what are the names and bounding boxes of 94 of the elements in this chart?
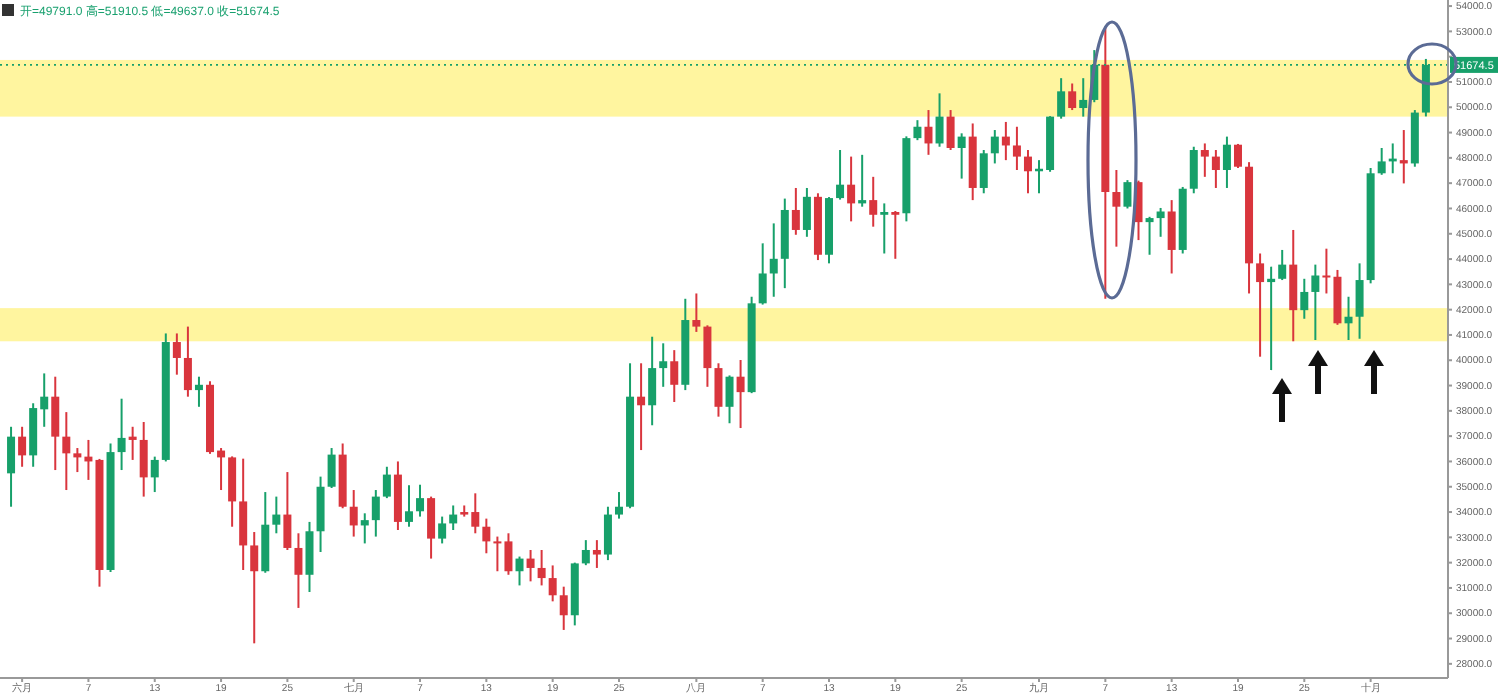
candlestick bbox=[1145, 215, 1154, 256]
candlestick bbox=[637, 362, 646, 452]
candlestick bbox=[913, 119, 922, 142]
candlestick bbox=[758, 242, 767, 306]
candlestick bbox=[1023, 149, 1032, 195]
candlestick bbox=[294, 532, 303, 609]
candlestick bbox=[261, 491, 270, 574]
candlestick bbox=[1289, 228, 1298, 343]
candlestick bbox=[327, 447, 336, 490]
candlestick bbox=[946, 109, 955, 152]
candlestick bbox=[250, 531, 259, 645]
candlestick bbox=[725, 374, 734, 425]
candlestick bbox=[769, 222, 778, 298]
candlestick bbox=[1278, 248, 1287, 282]
candlestick bbox=[736, 359, 745, 430]
candlestick bbox=[73, 447, 82, 474]
candlestick bbox=[1256, 252, 1265, 358]
candlestick bbox=[1377, 147, 1386, 176]
candlestick bbox=[847, 155, 856, 223]
candlestick bbox=[1267, 265, 1276, 372]
candlestick bbox=[360, 512, 369, 545]
candlestick bbox=[449, 504, 458, 531]
candlestick bbox=[648, 335, 657, 427]
candlestick bbox=[393, 460, 402, 531]
candlestick bbox=[272, 495, 281, 535]
candlestick bbox=[349, 489, 358, 538]
candlestick bbox=[1311, 263, 1320, 342]
candlestick bbox=[427, 495, 436, 560]
candlestick bbox=[117, 397, 126, 472]
candlestick bbox=[1222, 135, 1231, 189]
candlestick bbox=[305, 520, 314, 593]
candlestick bbox=[791, 186, 800, 236]
candlestick bbox=[603, 505, 612, 562]
candlestick bbox=[1012, 125, 1021, 172]
candlestick bbox=[802, 186, 811, 238]
candlestick bbox=[1233, 142, 1242, 169]
candlestick bbox=[858, 153, 867, 208]
candlestick bbox=[371, 489, 380, 538]
candlestick bbox=[382, 465, 391, 500]
candlestick bbox=[51, 375, 60, 472]
candlestick bbox=[62, 411, 71, 492]
candlestick bbox=[957, 132, 966, 180]
candlestick bbox=[316, 475, 325, 554]
candlestick bbox=[438, 515, 447, 545]
candlestick bbox=[891, 209, 900, 260]
candlestick bbox=[1112, 169, 1121, 248]
candlestick bbox=[869, 175, 878, 228]
candlestick bbox=[1189, 145, 1198, 195]
candlestick bbox=[239, 457, 248, 571]
candlestick bbox=[1079, 77, 1088, 118]
candlestick bbox=[714, 362, 723, 418]
candlestick bbox=[482, 517, 491, 555]
candlestick bbox=[1399, 129, 1408, 185]
candlestick bbox=[1167, 199, 1176, 275]
candlestick bbox=[515, 555, 524, 587]
candlestick bbox=[670, 349, 679, 403]
candlestick bbox=[1057, 77, 1066, 120]
candlestick bbox=[183, 325, 192, 398]
candlestick bbox=[1211, 149, 1220, 189]
candlestick bbox=[1355, 262, 1364, 340]
candlestick bbox=[924, 109, 933, 156]
candlestick bbox=[150, 455, 159, 494]
candlestick bbox=[1123, 179, 1132, 210]
candlestick bbox=[1001, 120, 1010, 162]
candlestick bbox=[548, 564, 557, 603]
candlestick bbox=[659, 342, 668, 388]
candlestick bbox=[526, 548, 535, 583]
candlestick bbox=[128, 425, 137, 461]
candlestick bbox=[172, 332, 181, 376]
candlestick bbox=[1068, 82, 1077, 112]
candlestick bbox=[592, 539, 601, 569]
candlestick bbox=[139, 420, 148, 498]
candlestick bbox=[1156, 206, 1165, 238]
candlestick bbox=[416, 483, 425, 518]
candlestick bbox=[404, 484, 413, 528]
candlestick bbox=[836, 149, 845, 201]
candlestick bbox=[559, 585, 568, 631]
candlestick bbox=[703, 324, 712, 388]
candlestick bbox=[1200, 142, 1209, 178]
candlestick bbox=[7, 425, 16, 508]
candlestick bbox=[194, 375, 203, 408]
candlestick bbox=[581, 539, 590, 567]
candlestick bbox=[1300, 277, 1309, 320]
candlestick bbox=[880, 202, 889, 255]
candlestick bbox=[537, 548, 546, 587]
candlestick bbox=[935, 92, 944, 148]
candlestick bbox=[228, 455, 237, 528]
candlestick bbox=[283, 471, 292, 551]
candlestick bbox=[692, 292, 701, 333]
candlestick bbox=[18, 425, 27, 468]
candlestick bbox=[990, 129, 999, 165]
candlestick bbox=[979, 149, 988, 195]
candlestick bbox=[1344, 295, 1353, 342]
candlestick bbox=[614, 491, 623, 520]
